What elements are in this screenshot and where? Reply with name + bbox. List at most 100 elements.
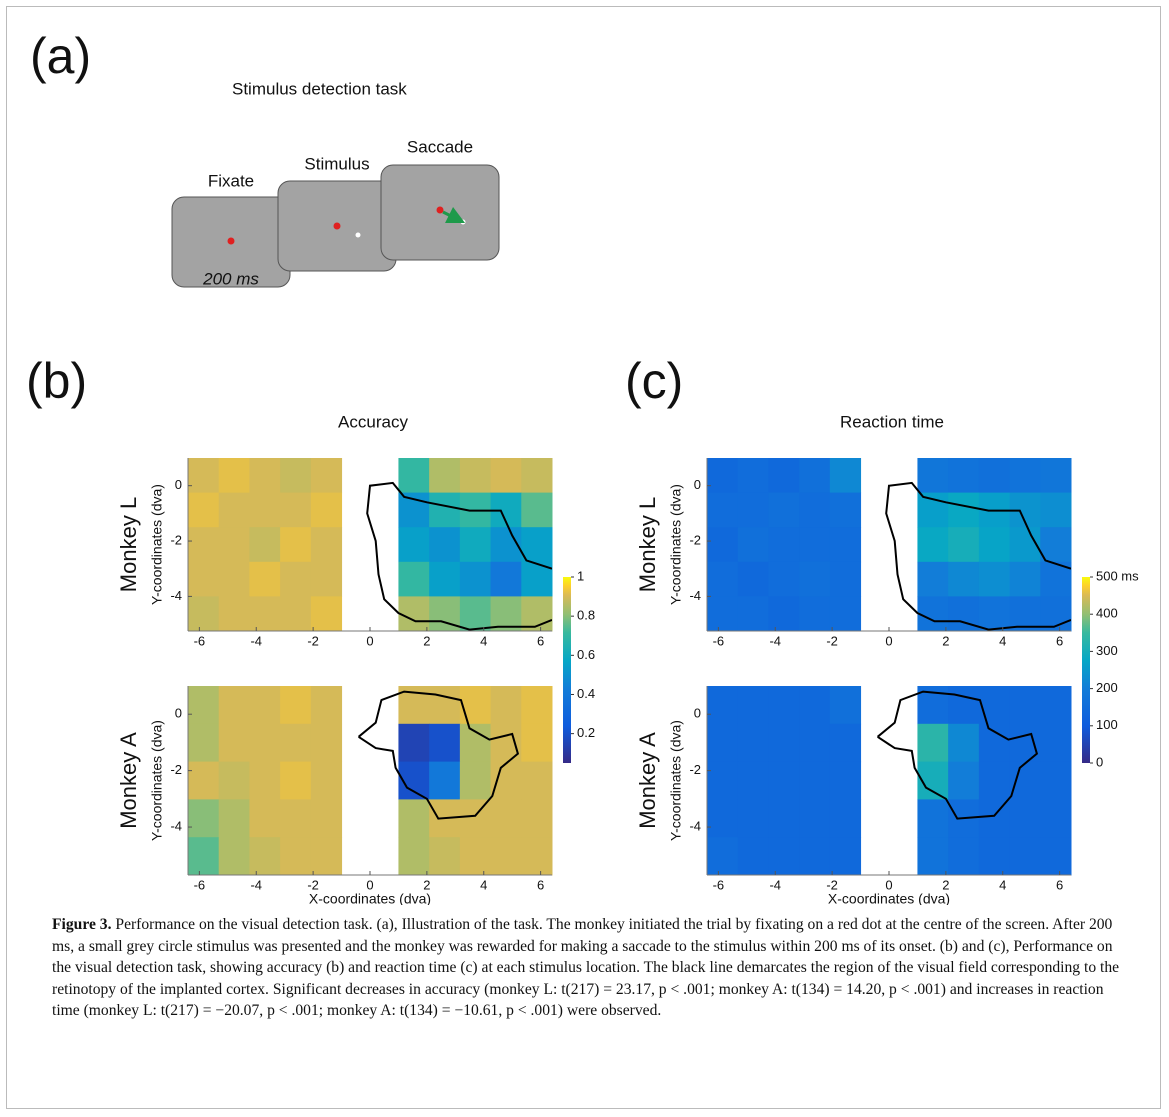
heatmap-cell — [917, 596, 949, 632]
heatmap-cell — [1040, 458, 1072, 494]
heatmap-cell — [768, 492, 800, 528]
x-tick-label: -6 — [194, 633, 206, 648]
heatmap-cell — [218, 799, 250, 838]
x-axis-label: X-coordinates (dva) — [828, 891, 950, 905]
x-tick-label: 4 — [480, 633, 487, 648]
heatmap-cell — [1009, 458, 1041, 494]
heatmap-cell — [490, 723, 522, 763]
heatmap-cell — [707, 799, 739, 838]
heatmap-cell — [280, 799, 312, 838]
heatmap-cell — [948, 837, 980, 876]
x-tick-label: 0 — [885, 633, 892, 648]
x-tick-label: 6 — [537, 877, 544, 892]
heatmap-cell — [707, 761, 739, 800]
y-axis-label: Y-coordinates (dva) — [149, 720, 165, 841]
heatmap-cell — [1040, 527, 1072, 563]
heatmap-cell — [829, 458, 862, 494]
heatmap-cell — [1009, 837, 1041, 876]
x-tick-label: -4 — [250, 877, 262, 892]
heatmap-cell — [521, 458, 553, 494]
x-axis-label: X-coordinates (dva) — [309, 891, 431, 905]
heatmap-cell — [249, 492, 281, 528]
y-tick-label: 0 — [175, 477, 182, 492]
heatmap-cell — [737, 686, 769, 725]
heatmap-cell — [398, 596, 430, 632]
heatmap-cell — [218, 837, 250, 876]
heatmap-cell — [521, 686, 553, 725]
heatmap-cell — [768, 527, 800, 563]
heatmap-cell — [829, 596, 862, 632]
heatmap-cell — [459, 596, 492, 632]
x-tick-label: 6 — [1056, 633, 1063, 648]
colorbar-tick-label: 500 ms — [1096, 568, 1139, 583]
heatmap-cell — [429, 561, 461, 597]
heatmap-cell — [280, 761, 312, 800]
heatmap-cell — [310, 561, 343, 597]
fixation-dot — [227, 237, 235, 245]
y-tick-label: -2 — [170, 532, 182, 547]
heatmap-cell — [429, 686, 461, 725]
y-axis-label: Y-coordinates (dva) — [668, 484, 684, 605]
heatmap-cell — [188, 527, 220, 563]
heatmap-cell — [1009, 761, 1041, 800]
heatmap-cell — [218, 561, 250, 597]
heatmap-cell — [398, 527, 430, 563]
heatmap-cell — [490, 596, 522, 632]
colorbar-tick-label: 0.2 — [577, 725, 595, 740]
heatmap-cell — [737, 837, 769, 876]
heatmap-cell — [1040, 492, 1072, 528]
heatmap-cell — [310, 492, 343, 528]
colorbar-tick-label: 0.4 — [577, 686, 595, 701]
step-label: Saccade — [407, 137, 473, 156]
panel-label: (b) — [26, 353, 87, 409]
heatmap-cell — [768, 686, 800, 725]
figure: (a) Stimulus detection task Fixate Stimu… — [26, 28, 1139, 905]
heatmap-cell — [218, 596, 250, 632]
caption: Figure 3. Performance on the visual dete… — [52, 914, 1132, 1022]
y-tick-label: 0 — [694, 706, 701, 721]
heatmap-cell — [188, 837, 220, 876]
y-tick-label: -2 — [689, 532, 701, 547]
x-tick-label: -6 — [713, 633, 725, 648]
heatmap-cell — [490, 686, 522, 725]
heatmap-cell — [948, 458, 980, 494]
heatmap-cell — [978, 686, 1011, 725]
heatmap-cell — [1040, 799, 1072, 838]
heatmap-cell — [188, 686, 220, 725]
saccade-arrow — [442, 206, 466, 224]
heatmap-cell — [978, 837, 1011, 876]
heatmap-cell — [218, 492, 250, 528]
heatmap-cell — [398, 837, 430, 876]
heatmap-cell — [948, 686, 980, 725]
heatmap-cell — [978, 723, 1011, 763]
duration-label: 200 ms — [202, 269, 259, 288]
heatmap-cell — [521, 723, 553, 763]
region-outline — [357, 690, 520, 820]
y-tick-label: 0 — [175, 706, 182, 721]
caption-text: Performance on the visual detection task… — [52, 916, 1120, 1019]
frame — [6, 6, 1161, 1109]
heatmap-cell — [310, 799, 343, 838]
heatmap-cell — [490, 458, 522, 494]
heatmap-cell — [280, 837, 312, 876]
heatmap-cell — [829, 799, 862, 838]
heatmap-cell — [188, 458, 220, 494]
heatmap-cell — [218, 761, 250, 800]
heatmap-cell — [829, 837, 862, 876]
panel-label: (a) — [30, 28, 91, 84]
heatmap-cell — [707, 492, 739, 528]
heatmap-cell — [1040, 686, 1072, 725]
heatmap-cell — [707, 686, 739, 725]
heatmap-cell — [1009, 561, 1041, 597]
heatmap-cell — [398, 799, 430, 838]
panel-label: (c) — [625, 353, 683, 409]
colorbar-tick-label: 400 — [1096, 606, 1118, 621]
heatmap-cell — [310, 723, 343, 763]
heatmap-cell — [948, 492, 980, 528]
heatmap-cell — [218, 723, 250, 763]
heatmap-cell — [917, 492, 949, 528]
heatmap-cell — [188, 761, 220, 800]
heatmap-cell — [310, 761, 343, 800]
heatmap-cell — [768, 458, 800, 494]
